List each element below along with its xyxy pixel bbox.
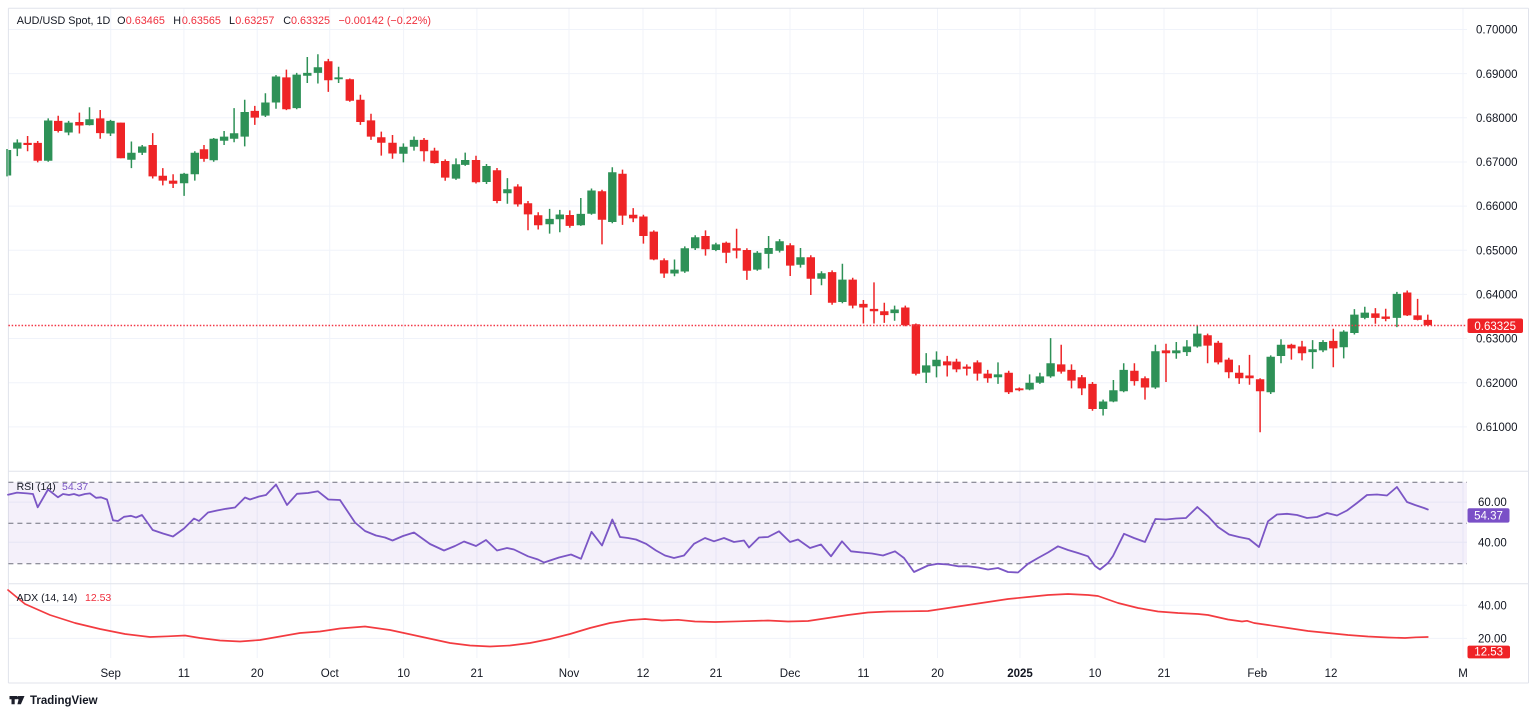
svg-text:Oct: Oct (321, 668, 340, 680)
svg-text:H: H (173, 15, 181, 27)
svg-text:RSI (14): RSI (14) (17, 481, 56, 493)
svg-text:0.63465: 0.63465 (126, 15, 165, 27)
svg-text:C: C (283, 15, 291, 27)
svg-text:2025: 2025 (1007, 668, 1033, 680)
svg-text:0.61000: 0.61000 (1476, 422, 1518, 434)
svg-text:10: 10 (1089, 668, 1102, 680)
svg-text:0.70000: 0.70000 (1476, 25, 1518, 37)
svg-text:21: 21 (710, 668, 723, 680)
svg-text:AUD/USD Spot, 1D: AUD/USD Spot, 1D (17, 15, 111, 27)
svg-text:O: O (117, 15, 125, 27)
svg-text:11: 11 (178, 668, 190, 680)
svg-text:0.69000: 0.69000 (1476, 69, 1518, 81)
svg-text:0.68000: 0.68000 (1476, 113, 1518, 125)
svg-text:12.53: 12.53 (1474, 647, 1503, 659)
svg-text:Feb: Feb (1247, 668, 1267, 680)
svg-text:0.63565: 0.63565 (182, 15, 221, 27)
svg-text:ADX (14, 14): ADX (14, 14) (17, 592, 78, 604)
svg-text:0.63000: 0.63000 (1476, 334, 1518, 346)
svg-text:0.64000: 0.64000 (1476, 290, 1518, 302)
svg-text:54.37: 54.37 (62, 481, 88, 493)
svg-text:−0.00142 (−0.22%): −0.00142 (−0.22%) (339, 15, 431, 27)
svg-text:Sep: Sep (100, 668, 120, 680)
svg-text:0.63325: 0.63325 (1474, 321, 1516, 333)
svg-text:11: 11 (858, 668, 870, 680)
svg-text:21: 21 (1158, 668, 1171, 680)
svg-text:54.37: 54.37 (1474, 511, 1503, 523)
svg-text:21: 21 (471, 668, 484, 680)
svg-text:M: M (1458, 668, 1468, 680)
svg-text:20.00: 20.00 (1478, 634, 1507, 646)
svg-text:0.63325: 0.63325 (291, 15, 330, 27)
svg-text:20: 20 (931, 668, 944, 680)
svg-text:12: 12 (637, 668, 650, 680)
svg-text:20: 20 (251, 668, 264, 680)
svg-text:0.62000: 0.62000 (1476, 378, 1518, 390)
svg-text:L: L (229, 15, 235, 27)
svg-text:0.67000: 0.67000 (1476, 157, 1518, 169)
svg-text:60.00: 60.00 (1478, 497, 1507, 509)
svg-text:12.53: 12.53 (85, 592, 111, 604)
svg-text:0.66000: 0.66000 (1476, 201, 1518, 213)
svg-text:0.65000: 0.65000 (1476, 245, 1518, 257)
svg-text:Nov: Nov (559, 668, 580, 680)
svg-text:0.63257: 0.63257 (235, 15, 274, 27)
svg-text:TradingView: TradingView (30, 695, 98, 707)
svg-text:12: 12 (1325, 668, 1338, 680)
svg-text:40.00: 40.00 (1478, 537, 1507, 549)
svg-text:Dec: Dec (780, 668, 801, 680)
svg-text:10: 10 (397, 668, 410, 680)
svg-text:40.00: 40.00 (1478, 600, 1507, 612)
